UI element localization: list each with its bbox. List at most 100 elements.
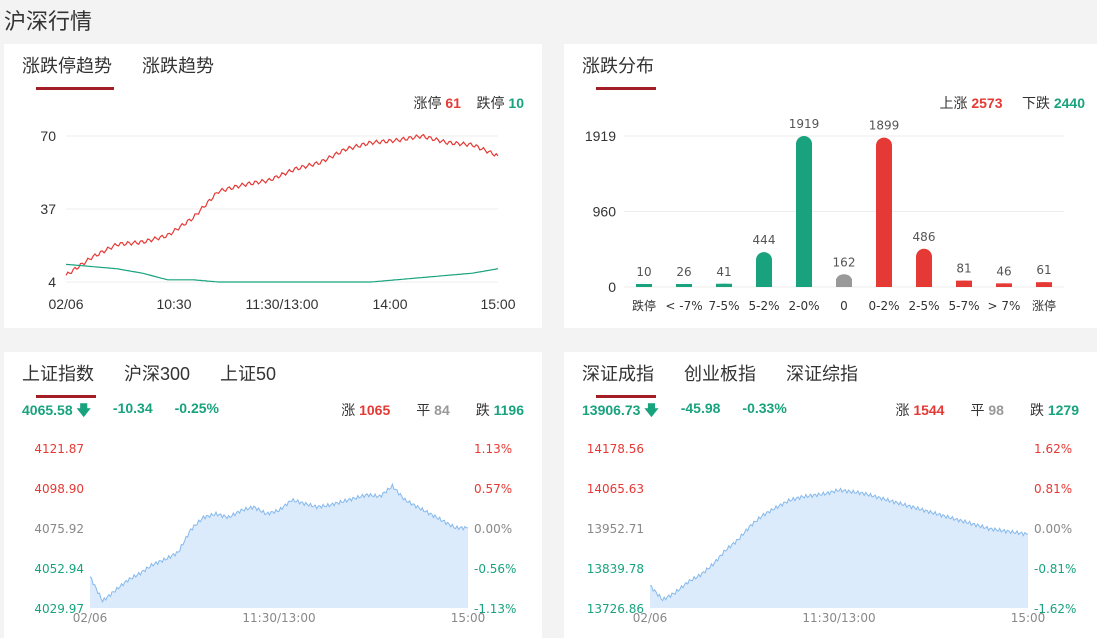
sh-flat-label: 平	[416, 402, 431, 418]
category-label: 5-7%	[948, 299, 979, 313]
y-tick-right: 1.13%	[474, 442, 512, 456]
y-tick-right: -1.62%	[1034, 602, 1076, 616]
limit-tabs: 涨跌停趋势 涨跌趋势	[22, 52, 214, 90]
price-area	[650, 488, 1028, 608]
x-tick-label: 02/06	[633, 611, 668, 625]
y-tick-right: 0.00%	[474, 522, 512, 536]
y-tick-left: 14178.56	[587, 442, 644, 456]
bar-base	[916, 279, 932, 287]
sz-flat-value: 98	[988, 402, 1004, 418]
limit-counts: 涨停 61 跌停 10	[414, 93, 525, 113]
y-tick-right: 0.00%	[1034, 522, 1072, 536]
sz-price: 13906.73 🡇	[582, 402, 659, 418]
bar-value-label: 10	[636, 265, 651, 279]
bar-value-label: 26	[676, 265, 691, 279]
bar-base	[996, 283, 1012, 287]
y-tick-label: 1919	[585, 128, 616, 144]
tab-sse50[interactable]: 上证50	[220, 364, 277, 384]
limit-down-label: 跌停	[476, 95, 505, 111]
x-tick-label: 02/06	[73, 611, 108, 625]
bar-base	[956, 280, 972, 287]
tab-limit-trend[interactable]: 涨跌停趋势	[22, 52, 114, 90]
sh-up-label: 涨	[341, 402, 356, 418]
dist-tabs: 涨跌分布	[582, 52, 656, 90]
bar	[876, 137, 892, 287]
y-tick-left: 13726.86	[587, 602, 644, 616]
price-area	[90, 484, 468, 608]
tab-sh-composite[interactable]: 上证指数	[22, 360, 96, 398]
sh-quote: 4065.58 🡇 -10.34 -0.25%	[22, 400, 219, 424]
series-line-limit-down	[65, 263, 499, 283]
category-label: 0-2%	[868, 299, 899, 313]
tab-csi300[interactable]: 沪深300	[124, 364, 191, 384]
bar-base	[1036, 282, 1052, 287]
page-title: 沪深行情	[4, 9, 93, 34]
y-tick-right: -0.81%	[1034, 562, 1076, 576]
bar-base	[716, 283, 732, 287]
sz-down-value: 1279	[1047, 402, 1079, 418]
bar-value-label: 81	[956, 262, 971, 276]
y-tick-left: 4052.94	[34, 562, 84, 576]
bar-value-label: 486	[913, 230, 936, 244]
sz-flat-label: 平	[970, 402, 985, 418]
y-tick-right: -1.13%	[474, 602, 516, 616]
y-tick-left: 4029.97	[34, 602, 84, 616]
bar-value-label: 162	[833, 255, 856, 269]
x-tick-label: 15:00	[480, 296, 515, 312]
y-tick-right: 0.81%	[1034, 482, 1072, 496]
sz-tabs: 深证成指 创业板指 深证综指	[582, 360, 858, 398]
y-tick-label: 70	[40, 128, 56, 144]
fall-value: 2440	[1053, 95, 1085, 111]
category-label: 5-2%	[748, 299, 779, 313]
x-tick-label: 11:30/13:00	[246, 296, 319, 312]
distribution-chart: 1919 960 0 10 跌停 26 < -7% 41 7-5% 444 5-2% 1919 2-0%…	[585, 117, 1064, 313]
limit-up-label: 涨停	[413, 95, 442, 111]
tab-chinext[interactable]: 创业板指	[684, 364, 756, 384]
tab-rise-fall-trend[interactable]: 涨跌趋势	[142, 56, 214, 76]
y-tick-label: 0	[608, 279, 616, 295]
category-label: 0	[840, 299, 848, 313]
y-tick-left: 14065.63	[587, 482, 644, 496]
y-tick-right: 1.62%	[1034, 442, 1072, 456]
tab-sz-component[interactable]: 深证成指	[582, 360, 656, 398]
bar-value-label: 1919	[789, 117, 820, 131]
limit-trend-chart: 70 37 4 02/06 10:30 11:30/13:00 14:00 15:00	[40, 128, 515, 312]
bar-base	[796, 279, 812, 287]
bar-value-label: 61	[1036, 263, 1051, 277]
sh-down-label: 跌	[475, 402, 490, 418]
sh-flat-value: 84	[434, 402, 450, 418]
bar-value-label: 444	[753, 233, 776, 247]
bar	[916, 248, 932, 287]
distribution-card: 涨跌分布 上涨 2573 下跌 2440 1919 960 0 10 跌停 26 < -7%…	[564, 44, 1097, 328]
x-tick-label: 11:30/13:00	[242, 611, 315, 625]
series-line-limit-up	[65, 133, 499, 276]
category-label: 2-5%	[908, 299, 939, 313]
y-tick-label: 37	[40, 201, 56, 217]
y-tick-left: 4075.92	[34, 522, 84, 536]
bar-base	[756, 279, 772, 287]
x-tick-label: 02/06	[48, 296, 83, 312]
y-tick-right: 0.57%	[474, 482, 512, 496]
category-label: > 7%	[988, 299, 1021, 313]
sz-breadth: 涨 1544 平 98 跌 1279	[895, 400, 1079, 420]
bar-value-label: 1899	[869, 119, 900, 133]
x-tick-label: 14:00	[372, 296, 407, 312]
down-arrow-icon: 🡇	[76, 402, 91, 418]
y-tick-label: 960	[593, 203, 617, 219]
bar	[756, 252, 772, 287]
sh-up-value: 1065	[359, 402, 391, 418]
tab-sz-composite[interactable]: 深证综指	[786, 364, 858, 384]
bar-value-label: 41	[716, 265, 731, 279]
sz-quote: 13906.73 🡇 -45.98 -0.33%	[582, 400, 787, 424]
sz-pct: -0.33%	[742, 400, 787, 416]
x-tick-label: 10:30	[156, 296, 191, 312]
price-line	[89, 482, 469, 604]
tab-distribution[interactable]: 涨跌分布	[582, 52, 656, 90]
category-label: < -7%	[665, 299, 702, 313]
category-label: 7-5%	[708, 299, 739, 313]
sz-index-card: 深证成指 创业板指 深证综指 13906.73 🡇 -45.98 -0.33% …	[564, 352, 1097, 638]
bar-value-label: 46	[996, 264, 1011, 278]
y-tick-left: 4121.87	[34, 442, 84, 456]
sz-change: -45.98	[680, 400, 721, 416]
price-line	[649, 487, 1029, 602]
